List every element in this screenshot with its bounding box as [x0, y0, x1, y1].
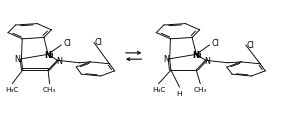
Text: Cl: Cl: [212, 39, 220, 48]
Text: Ni: Ni: [44, 50, 54, 59]
Text: N: N: [163, 54, 169, 63]
Text: H₃C: H₃C: [152, 86, 165, 92]
Text: Cl: Cl: [95, 38, 103, 47]
Text: CH₃: CH₃: [194, 86, 207, 92]
Text: H₃C: H₃C: [6, 86, 19, 92]
Text: N: N: [204, 56, 210, 65]
Text: N: N: [56, 56, 62, 65]
Text: H: H: [177, 90, 182, 96]
Text: Ni: Ni: [192, 50, 202, 59]
Text: Cl: Cl: [247, 40, 255, 49]
Text: Cl: Cl: [63, 39, 71, 48]
Text: N: N: [14, 54, 21, 63]
Text: CH₃: CH₃: [43, 86, 56, 92]
